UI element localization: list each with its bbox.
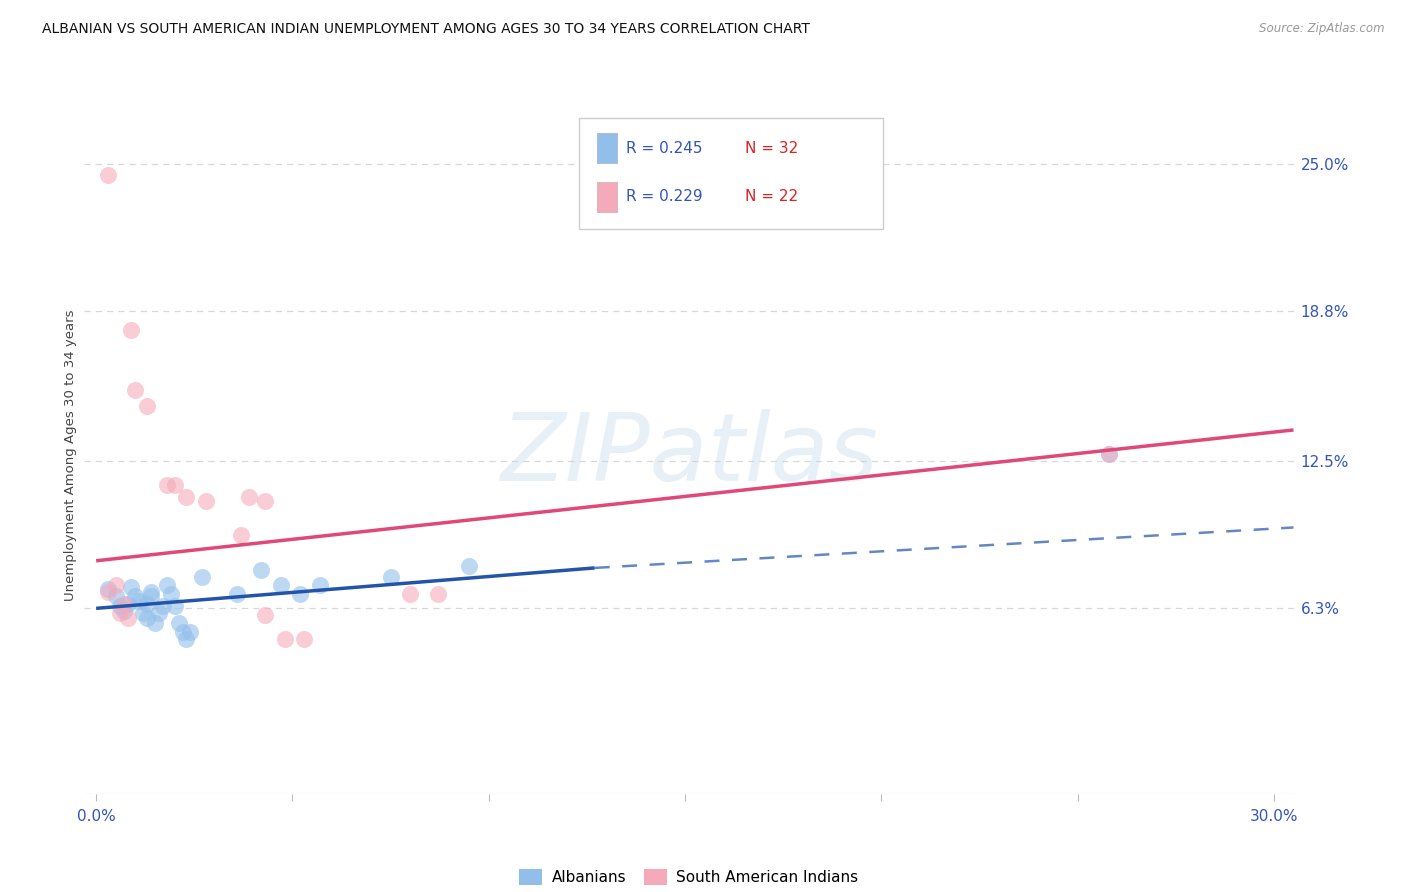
Point	[112, 604, 135, 618]
Point	[167, 615, 190, 630]
Text: Source: ZipAtlas.com: Source: ZipAtlas.com	[1260, 22, 1385, 36]
Point	[399, 587, 422, 601]
Point	[226, 587, 249, 601]
Point	[159, 587, 181, 601]
Point	[139, 590, 162, 604]
Point	[191, 570, 214, 584]
Text: ZIPatlas: ZIPatlas	[501, 409, 877, 500]
Point	[172, 625, 194, 640]
Point	[97, 582, 120, 597]
Point	[121, 580, 143, 594]
Point	[121, 323, 143, 337]
Point	[250, 563, 273, 577]
Point	[124, 590, 146, 604]
Point	[143, 615, 166, 630]
Text: N = 32: N = 32	[745, 141, 799, 156]
Point	[176, 490, 198, 504]
Point	[136, 399, 159, 413]
Point	[270, 577, 292, 591]
Point	[112, 597, 135, 611]
Point	[253, 608, 276, 623]
Point	[273, 632, 295, 647]
Point	[97, 169, 120, 183]
Point	[108, 606, 131, 620]
Text: N = 22: N = 22	[745, 189, 799, 204]
Point	[292, 632, 315, 647]
Legend: Albanians, South American Indians: Albanians, South American Indians	[513, 863, 865, 891]
Point	[124, 383, 146, 397]
Point	[104, 590, 127, 604]
Point	[380, 570, 402, 584]
Point	[179, 625, 201, 640]
Point	[97, 584, 120, 599]
Text: R = 0.229: R = 0.229	[626, 189, 702, 204]
Point	[458, 558, 481, 573]
Point	[117, 611, 139, 625]
Point	[195, 494, 218, 508]
Point	[128, 594, 150, 608]
Point	[139, 584, 162, 599]
Point	[117, 597, 139, 611]
Point	[156, 477, 179, 491]
Point	[176, 632, 198, 647]
Point	[163, 477, 186, 491]
Point	[104, 577, 127, 591]
Point	[132, 606, 155, 620]
Text: ALBANIAN VS SOUTH AMERICAN INDIAN UNEMPLOYMENT AMONG AGES 30 TO 34 YEARS CORRELA: ALBANIAN VS SOUTH AMERICAN INDIAN UNEMPL…	[42, 22, 810, 37]
Point	[163, 599, 186, 613]
Point	[1098, 447, 1121, 461]
Point	[152, 599, 174, 613]
Point	[309, 577, 332, 591]
Text: R = 0.245: R = 0.245	[626, 141, 702, 156]
Point	[426, 587, 449, 601]
Point	[231, 527, 253, 541]
Point	[148, 606, 170, 620]
Point	[1098, 447, 1121, 461]
Point	[238, 490, 260, 504]
Point	[136, 611, 159, 625]
Point	[290, 587, 312, 601]
Point	[253, 494, 276, 508]
Point	[156, 577, 179, 591]
Y-axis label: Unemployment Among Ages 30 to 34 years: Unemployment Among Ages 30 to 34 years	[65, 310, 77, 600]
Point	[136, 597, 159, 611]
Point	[108, 599, 131, 613]
